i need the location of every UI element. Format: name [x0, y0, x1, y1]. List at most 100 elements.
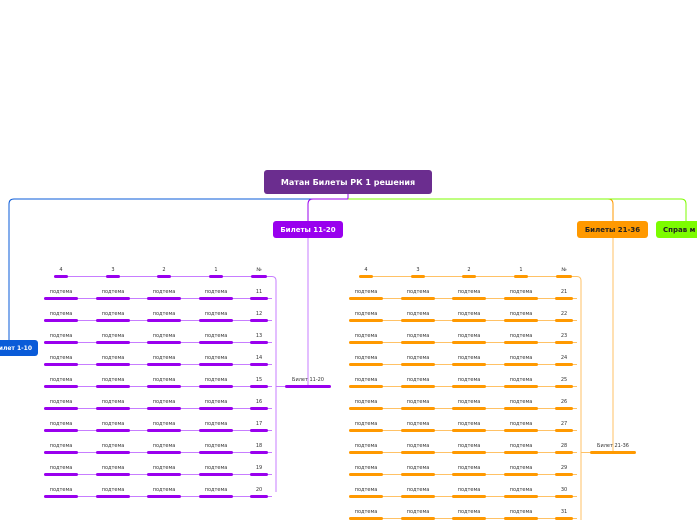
tickets-21-36-subtopic-node[interactable] [349, 451, 383, 454]
root-node[interactable]: Матан Билеты РК 1 решения [264, 170, 432, 194]
tickets-21-36-subtopic-node[interactable] [349, 517, 383, 520]
tickets-21-36-subtopic-node[interactable] [401, 495, 435, 498]
tickets-11-20-subtopic-node[interactable] [199, 495, 233, 498]
tickets-21-36-subtopic-node[interactable] [401, 429, 435, 432]
tickets-21-36-header-bar-3[interactable] [514, 275, 528, 278]
tickets-11-20-header-bar-3[interactable] [209, 275, 223, 278]
branch-node-tickets-11-20[interactable]: Билеты 11-20 [273, 221, 343, 238]
branch-node-tickets-21-36[interactable]: Билеты 21-36 [577, 221, 648, 238]
tickets-21-36-number-node[interactable] [555, 385, 573, 388]
tickets-11-20-subtopic-node[interactable] [44, 407, 78, 410]
tickets-21-36-subtopic-node[interactable] [401, 363, 435, 366]
tickets-21-36-number-node[interactable] [555, 297, 573, 300]
tickets-21-36-subtopic-node[interactable] [401, 517, 435, 520]
tickets-21-36-header-bar-1[interactable] [411, 275, 425, 278]
tickets-21-36-subtopic-node[interactable] [452, 363, 486, 366]
tickets-21-36-subtopic-node[interactable] [349, 385, 383, 388]
tickets-21-36-number-node[interactable] [555, 451, 573, 454]
tickets-21-36-subtopic-node[interactable] [452, 495, 486, 498]
tickets-21-36-subtopic-node[interactable] [504, 319, 538, 322]
tickets-21-36-subtopic-node[interactable] [504, 473, 538, 476]
tickets-11-20-number-node[interactable] [250, 385, 268, 388]
tickets-21-36-subtopic-node[interactable] [504, 407, 538, 410]
tickets-21-36-subtopic-node[interactable] [504, 297, 538, 300]
tickets-11-20-subtopic-node[interactable] [199, 451, 233, 454]
tickets-11-20-number-node[interactable] [250, 407, 268, 410]
tickets-11-20-number-node[interactable] [250, 429, 268, 432]
tickets-11-20-subtopic-node[interactable] [44, 429, 78, 432]
tickets-21-36-number-node[interactable] [555, 407, 573, 410]
tickets-21-36-subtopic-node[interactable] [349, 297, 383, 300]
tickets-21-36-subtopic-node[interactable] [349, 363, 383, 366]
tickets-11-20-subtopic-node[interactable] [96, 451, 130, 454]
tickets-11-20-subtopic-node[interactable] [96, 363, 130, 366]
tickets-21-36-subtopic-node[interactable] [452, 319, 486, 322]
tickets-11-20-subtopic-node[interactable] [44, 297, 78, 300]
tickets-21-36-subtopic-node[interactable] [349, 407, 383, 410]
tickets-21-36-number-node[interactable] [555, 341, 573, 344]
tickets-21-36-subtopic-node[interactable] [452, 297, 486, 300]
tickets-21-36-subtopic-node[interactable] [349, 429, 383, 432]
tickets-21-36-subtopic-node[interactable] [504, 495, 538, 498]
tickets-11-20-subtopic-node[interactable] [44, 341, 78, 344]
tickets-11-20-subtopic-node[interactable] [96, 297, 130, 300]
tickets-11-20-subtopic-node[interactable] [147, 407, 181, 410]
tickets-11-20-number-node[interactable] [250, 473, 268, 476]
tickets-11-20-number-node[interactable] [250, 495, 268, 498]
tickets-11-20-subtopic-node[interactable] [147, 341, 181, 344]
tickets-11-20-number-node[interactable] [250, 451, 268, 454]
tickets-11-20-subtopic-node[interactable] [199, 473, 233, 476]
tickets-11-20-number-node[interactable] [250, 297, 268, 300]
tickets-11-20-subtopic-node[interactable] [147, 363, 181, 366]
tickets-21-36-header-bar-4[interactable] [556, 275, 572, 278]
tickets-21-36-number-node[interactable] [555, 495, 573, 498]
tickets-21-36-subtopic-node[interactable] [401, 385, 435, 388]
tickets-21-36-subtopic-node[interactable] [452, 473, 486, 476]
tickets-11-20-subtopic-node[interactable] [96, 473, 130, 476]
tickets-11-20-subtopic-node[interactable] [147, 297, 181, 300]
tickets-21-36-subtopic-node[interactable] [349, 341, 383, 344]
tickets-11-20-header-bar-2[interactable] [157, 275, 171, 278]
tickets-21-36-number-node[interactable] [555, 429, 573, 432]
tickets-21-36-subtopic-node[interactable] [401, 451, 435, 454]
tickets-11-20-subtopic-node[interactable] [199, 297, 233, 300]
tickets-11-20-number-node[interactable] [250, 341, 268, 344]
tickets-21-36-subtopic-node[interactable] [452, 517, 486, 520]
tickets-11-20-header-bar-0[interactable] [54, 275, 68, 278]
tickets-11-20-subtopic-node[interactable] [96, 495, 130, 498]
tickets-21-36-subtopic-node[interactable] [452, 407, 486, 410]
tickets-11-20-subtopic-node[interactable] [44, 473, 78, 476]
tickets-21-36-number-node[interactable] [555, 319, 573, 322]
tickets-11-20-subtopic-node[interactable] [199, 407, 233, 410]
tickets-11-20-subtopic-node[interactable] [199, 319, 233, 322]
tickets-21-36-subtopic-node[interactable] [452, 451, 486, 454]
tickets-21-36-subtopic-node[interactable] [401, 341, 435, 344]
tickets-21-36-group-node[interactable] [590, 451, 636, 454]
tickets-21-36-subtopic-node[interactable] [401, 319, 435, 322]
tickets-21-36-number-node[interactable] [555, 473, 573, 476]
tickets-21-36-subtopic-node[interactable] [349, 319, 383, 322]
tickets-21-36-subtopic-node[interactable] [504, 385, 538, 388]
branch-node-tickets-1-10[interactable]: Билет 1-10 [0, 340, 38, 356]
tickets-11-20-subtopic-node[interactable] [96, 385, 130, 388]
tickets-21-36-subtopic-node[interactable] [349, 473, 383, 476]
tickets-11-20-number-node[interactable] [250, 319, 268, 322]
tickets-11-20-header-bar-1[interactable] [106, 275, 120, 278]
tickets-21-36-subtopic-node[interactable] [401, 297, 435, 300]
tickets-11-20-subtopic-node[interactable] [147, 385, 181, 388]
tickets-21-36-subtopic-node[interactable] [504, 341, 538, 344]
tickets-11-20-subtopic-node[interactable] [44, 385, 78, 388]
tickets-21-36-subtopic-node[interactable] [401, 473, 435, 476]
tickets-11-20-header-bar-4[interactable] [251, 275, 267, 278]
tickets-11-20-subtopic-node[interactable] [199, 341, 233, 344]
tickets-11-20-number-node[interactable] [250, 363, 268, 366]
tickets-11-20-group-node[interactable] [285, 385, 331, 388]
tickets-21-36-subtopic-node[interactable] [452, 385, 486, 388]
tickets-21-36-subtopic-node[interactable] [504, 451, 538, 454]
tickets-21-36-subtopic-node[interactable] [504, 363, 538, 366]
tickets-11-20-subtopic-node[interactable] [147, 495, 181, 498]
branch-node-reference[interactable]: Справ м [656, 221, 697, 238]
tickets-21-36-header-bar-2[interactable] [462, 275, 476, 278]
tickets-11-20-subtopic-node[interactable] [96, 319, 130, 322]
tickets-11-20-subtopic-node[interactable] [199, 385, 233, 388]
